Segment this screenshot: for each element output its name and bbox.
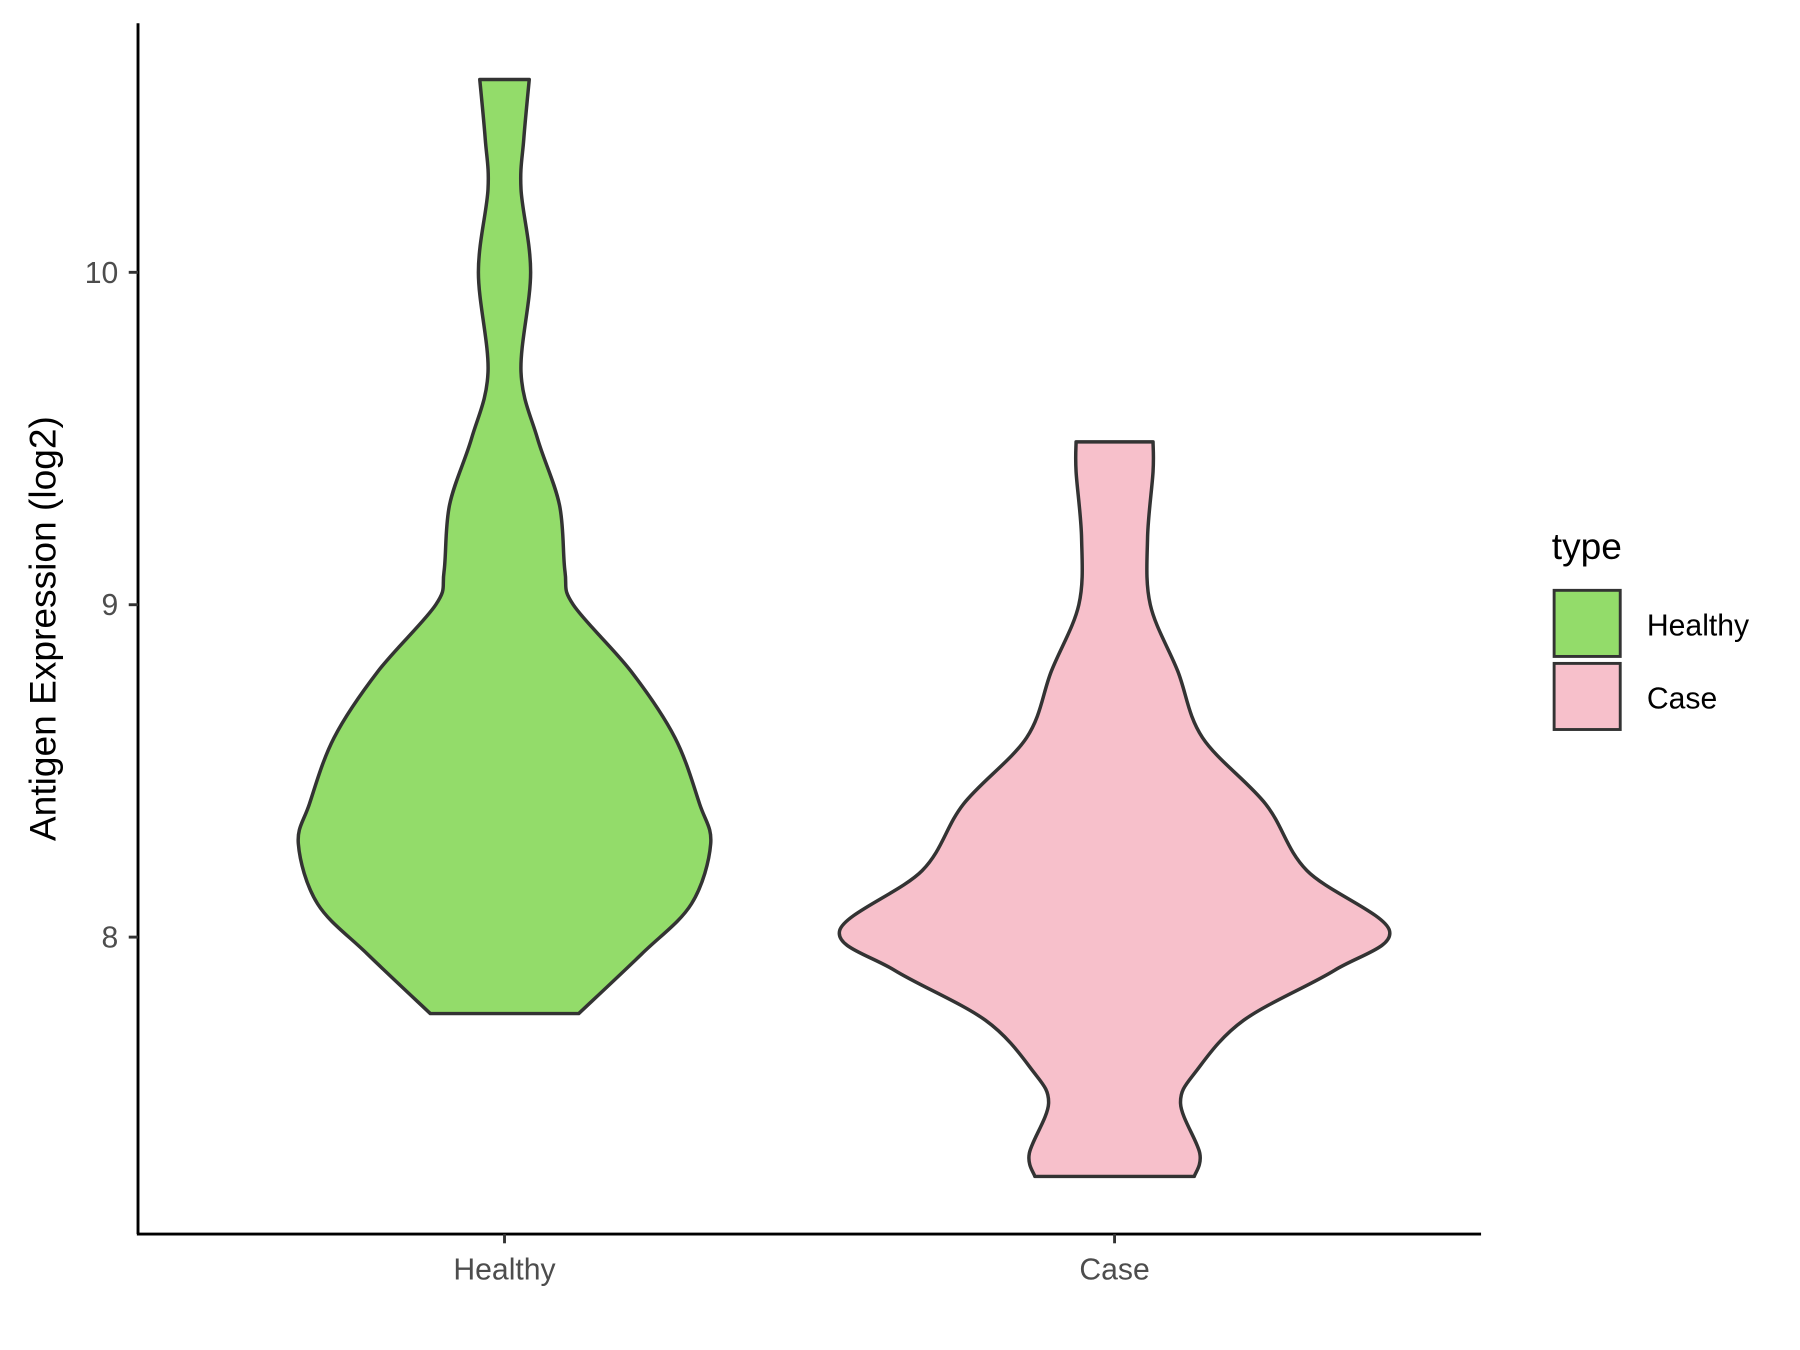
y-tick-label: 10	[85, 257, 119, 290]
violin-healthy	[296, 77, 713, 1016]
violins	[296, 77, 1392, 1179]
y-tick-label: 9	[102, 589, 119, 622]
y-axis-title: Antigen Expression (log2)	[22, 416, 64, 841]
y-ticks: 8 9 10	[85, 257, 139, 955]
x-tick-label: Case	[1079, 1253, 1149, 1286]
x-tick-label: Healthy	[453, 1253, 556, 1286]
legend-label-healthy: Healthy	[1647, 610, 1750, 643]
legend-key-healthy	[1552, 588, 1622, 658]
legend-title: type	[1552, 525, 1622, 567]
legend-key-case	[1552, 661, 1622, 731]
y-tick-label: 8	[102, 922, 119, 955]
legend-label-case: Case	[1647, 683, 1717, 716]
violin-case	[837, 440, 1392, 1179]
x-ticks: Healthy Case	[453, 1234, 1150, 1286]
legend: type Healthy Case	[1552, 525, 1750, 731]
